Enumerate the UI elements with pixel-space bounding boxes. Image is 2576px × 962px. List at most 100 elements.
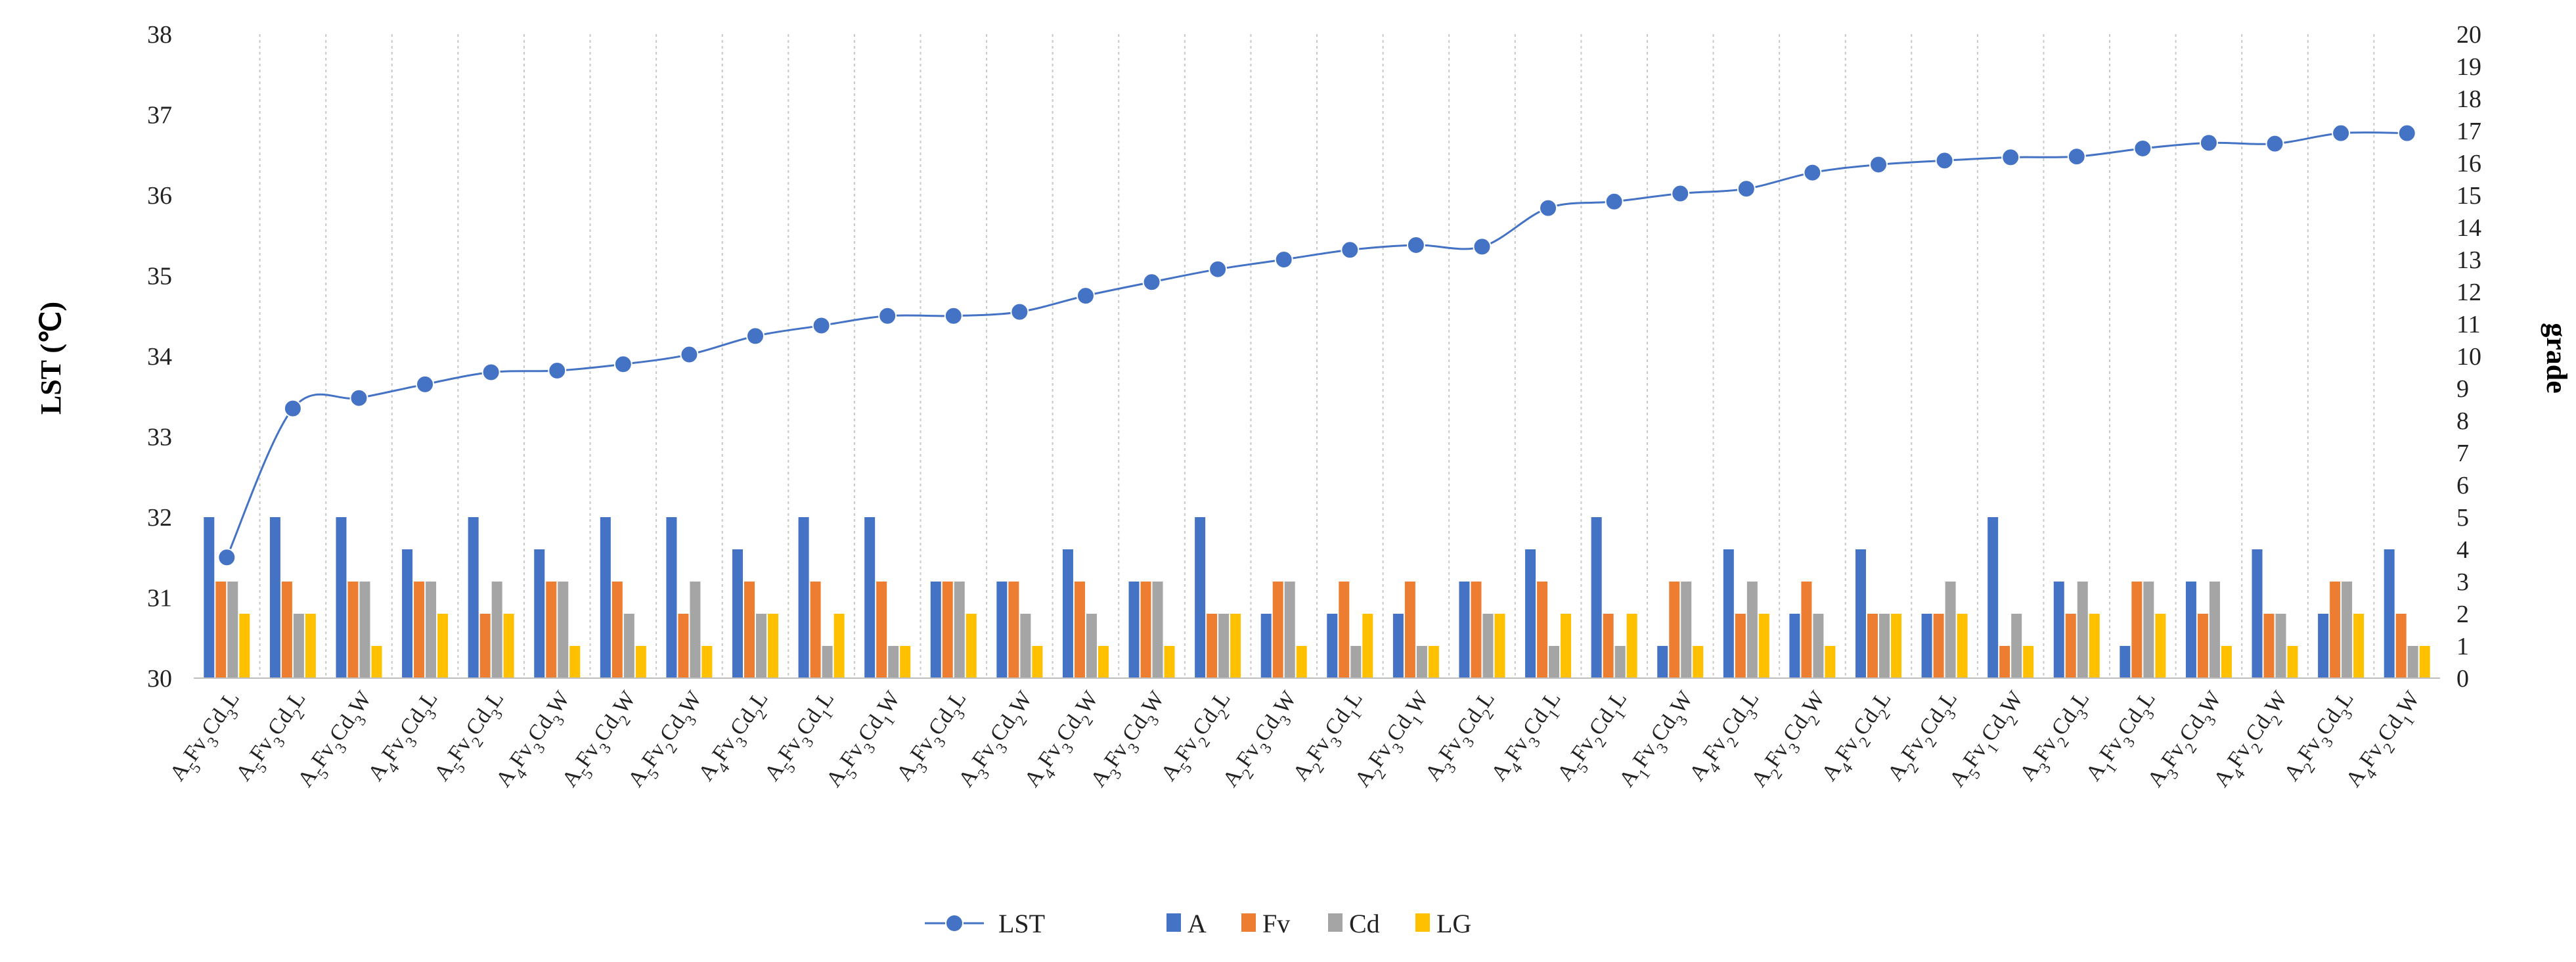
lst-point-30 (2133, 139, 2152, 158)
bar-cd-27 (1945, 582, 1956, 678)
bar-a-31 (2185, 582, 2196, 678)
bar-cd-7 (623, 614, 634, 678)
right-y-tick-label: 20 (2456, 21, 2481, 49)
bar-lg-16 (1230, 614, 1241, 678)
legend-cd-label: Cd (1349, 909, 1380, 938)
left-y-tick-label: 33 (147, 424, 172, 451)
lst-point-6 (548, 361, 567, 380)
right-y-tick-label: 12 (2456, 279, 2481, 306)
bar-a-4 (402, 549, 413, 678)
bar-lg-25 (1825, 646, 1836, 678)
legend-a-swatch (1166, 913, 1181, 932)
bar-fv-18 (1339, 582, 1350, 678)
left-y-tick-label: 38 (147, 21, 172, 49)
bar-a-7 (600, 517, 611, 678)
bar-a-23 (1657, 646, 1668, 678)
right-y-tick-label: 7 (2456, 440, 2469, 467)
bar-a-6 (534, 549, 545, 678)
bar-fv-22 (1603, 614, 1614, 678)
bar-fv-8 (678, 614, 689, 678)
bar-cd-2 (293, 614, 304, 678)
bar-fv-33 (2330, 582, 2341, 678)
bar-cd-10 (822, 646, 833, 678)
left-y-tick-label: 31 (147, 585, 172, 612)
bar-cd-9 (756, 614, 766, 678)
bar-a-22 (1591, 517, 1602, 678)
right-y-tick-label: 13 (2456, 246, 2481, 274)
bar-fv-30 (2131, 582, 2143, 678)
lst-point-21 (1539, 198, 1558, 218)
bar-lg-10 (833, 614, 845, 678)
bar-lg-14 (1098, 646, 1109, 678)
bar-a-19 (1392, 614, 1404, 678)
bar-lg-19 (1428, 646, 1439, 678)
lst-point-24 (1737, 179, 1756, 198)
bar-fv-7 (611, 582, 623, 678)
bar-a-3 (336, 517, 347, 678)
bar-cd-5 (491, 582, 502, 678)
bar-cd-22 (1614, 646, 1626, 678)
bar-fv-6 (546, 582, 557, 678)
bar-cd-23 (1681, 582, 1692, 678)
right-y-tick-label: 14 (2456, 214, 2481, 242)
lst-point-9 (746, 327, 765, 346)
lst-point-23 (1671, 184, 1690, 203)
legend-lst-label: LST (998, 909, 1045, 938)
lst-point-27 (1935, 151, 1954, 170)
bar-fv-24 (1735, 614, 1746, 678)
bar-cd-26 (1879, 614, 1890, 678)
left-y-tick-label: 34 (147, 343, 172, 371)
lst-point-17 (1274, 250, 1293, 269)
bar-a-8 (666, 517, 677, 678)
left-y-tick-label: 30 (147, 665, 172, 693)
bar-a-2 (269, 517, 280, 678)
bar-cd-18 (1350, 646, 1362, 678)
bar-lg-34 (2419, 646, 2430, 678)
bar-cd-25 (1813, 614, 1824, 678)
bar-cd-29 (2077, 582, 2088, 678)
lst-point-2 (283, 399, 302, 418)
bar-lg-24 (1758, 614, 1769, 678)
lst-point-22 (1605, 192, 1624, 211)
bar-cd-24 (1746, 582, 1758, 678)
bar-fv-25 (1801, 582, 1812, 678)
bar-cd-30 (2143, 582, 2154, 678)
bar-lg-27 (1957, 614, 1968, 678)
bar-lg-3 (371, 646, 382, 678)
bar-a-17 (1260, 614, 1272, 678)
bar-series-group (204, 517, 2430, 678)
bar-a-15 (1128, 582, 1140, 678)
bar-a-1 (204, 517, 215, 678)
lst-line-group (217, 124, 2416, 567)
bar-a-12 (930, 582, 941, 678)
bar-fv-14 (1074, 582, 1085, 678)
bar-a-5 (468, 517, 479, 678)
bar-lg-21 (1561, 614, 1572, 678)
bar-lg-26 (1891, 614, 1901, 678)
lst-point-19 (1406, 235, 1425, 254)
left-y-tick-label: 35 (147, 263, 172, 290)
bar-lg-29 (2089, 614, 2100, 678)
bar-cd-19 (1416, 646, 1427, 678)
right-y-tick-label: 1 (2456, 633, 2469, 660)
bar-fv-12 (942, 582, 953, 678)
bar-a-25 (1789, 614, 1800, 678)
lst-point-16 (1209, 260, 1228, 279)
lst-point-12 (944, 306, 963, 325)
left-axis-title: LST (℃) (35, 302, 67, 415)
right-y-tick-label: 17 (2456, 118, 2481, 145)
legend-lst-marker (945, 914, 964, 932)
bar-lg-12 (966, 614, 977, 678)
bar-cd-11 (888, 646, 899, 678)
lst-point-13 (1010, 302, 1029, 321)
bar-cd-31 (2209, 582, 2220, 678)
bar-a-10 (798, 517, 809, 678)
bar-cd-15 (1152, 582, 1163, 678)
legend: LST A Fv Cd LG (925, 909, 1471, 938)
bar-fv-10 (810, 582, 821, 678)
legend-fv-swatch (1241, 913, 1256, 932)
lst-point-20 (1473, 237, 1492, 256)
bar-a-32 (2252, 549, 2263, 678)
bar-fv-3 (347, 582, 359, 678)
